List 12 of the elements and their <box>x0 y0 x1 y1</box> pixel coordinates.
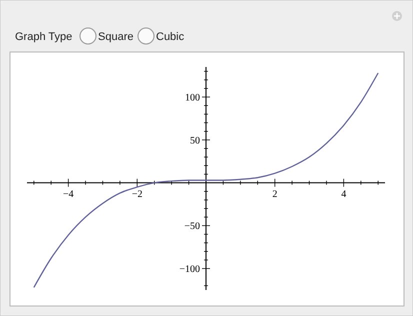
x-tick-label: 4 <box>341 188 346 200</box>
y-tick-label: −50 <box>184 221 200 232</box>
y-tick-label: −100 <box>179 264 200 276</box>
text: Graph Type <box>15 31 72 43</box>
text: Square <box>98 31 134 43</box>
y-tick-label: 50 <box>190 135 200 146</box>
line-series <box>33 72 379 288</box>
x-tick-label: −4 <box>62 188 74 200</box>
text: Cubic <box>156 31 185 43</box>
x-tick-label: −2 <box>132 188 142 200</box>
x-tick-label: 2 <box>272 188 278 200</box>
y-tick-label: 100 <box>185 92 200 104</box>
